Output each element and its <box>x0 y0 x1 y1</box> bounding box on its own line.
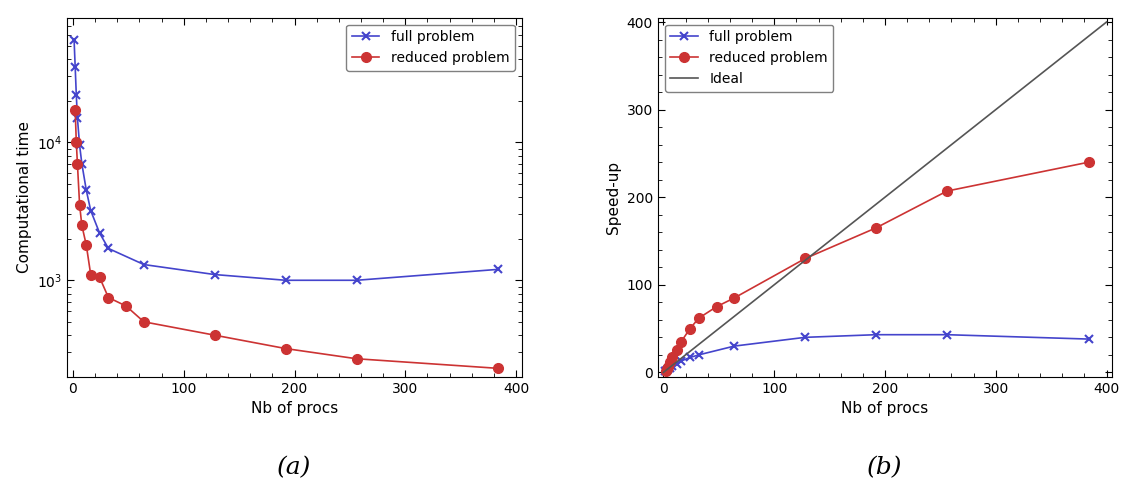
full problem <box>80 187 93 193</box>
reduced problem <box>709 304 723 310</box>
full problem <box>658 368 672 373</box>
reduced problem <box>93 274 107 280</box>
full problem <box>940 332 954 338</box>
Legend: full problem, reduced problem: full problem, reduced problem <box>346 25 515 71</box>
reduced problem <box>80 242 93 248</box>
full problem <box>138 262 151 268</box>
reduced problem <box>658 368 672 373</box>
full problem <box>657 369 671 374</box>
full problem <box>659 367 673 372</box>
full problem <box>683 355 697 360</box>
full problem <box>93 230 107 236</box>
Line: full problem: full problem <box>661 330 1093 376</box>
Line: reduced problem: reduced problem <box>661 157 1094 375</box>
reduced problem <box>683 326 697 331</box>
full problem <box>68 64 82 70</box>
reduced problem <box>728 295 741 301</box>
full problem <box>674 358 688 364</box>
reduced problem <box>208 332 222 338</box>
Line: full problem: full problem <box>69 36 503 284</box>
Y-axis label: Speed-up: Speed-up <box>606 161 621 234</box>
full problem <box>692 352 706 358</box>
reduced problem <box>870 225 883 231</box>
reduced problem <box>670 348 683 354</box>
reduced problem <box>661 364 674 370</box>
reduced problem <box>84 271 98 277</box>
Text: (a): (a) <box>277 456 312 479</box>
full problem <box>350 277 364 283</box>
reduced problem <box>659 366 673 372</box>
reduced problem <box>138 319 151 325</box>
full problem <box>663 365 677 371</box>
full problem <box>75 161 89 167</box>
full problem <box>279 277 292 283</box>
reduced problem <box>68 108 82 114</box>
full problem <box>728 343 741 349</box>
full problem <box>670 361 683 367</box>
reduced problem <box>663 359 677 365</box>
reduced problem <box>279 346 292 352</box>
full problem <box>1082 336 1096 342</box>
full problem <box>84 208 98 213</box>
full problem <box>870 332 883 338</box>
X-axis label: Nb of procs: Nb of procs <box>251 401 338 416</box>
X-axis label: Nb of procs: Nb of procs <box>841 401 929 416</box>
reduced problem <box>69 140 83 145</box>
reduced problem <box>940 188 954 194</box>
reduced problem <box>350 356 364 362</box>
Y-axis label: Computational time: Computational time <box>17 121 32 273</box>
full problem <box>798 334 812 340</box>
reduced problem <box>692 315 706 321</box>
full problem <box>67 37 81 43</box>
full problem <box>69 92 83 98</box>
full problem <box>73 142 86 148</box>
Line: reduced problem: reduced problem <box>70 106 504 373</box>
reduced problem <box>674 339 688 344</box>
reduced problem <box>798 256 812 261</box>
reduced problem <box>75 223 89 228</box>
Legend: full problem, reduced problem, Ideal: full problem, reduced problem, Ideal <box>665 25 833 92</box>
reduced problem <box>491 366 505 371</box>
reduced problem <box>70 161 84 167</box>
full problem <box>208 271 222 277</box>
reduced problem <box>665 354 679 359</box>
reduced problem <box>1082 159 1096 165</box>
reduced problem <box>119 303 133 309</box>
full problem <box>491 267 505 272</box>
full problem <box>665 363 679 369</box>
full problem <box>101 245 115 251</box>
reduced problem <box>73 202 86 208</box>
full problem <box>661 366 674 372</box>
full problem <box>70 115 84 121</box>
reduced problem <box>101 295 115 300</box>
Text: (b): (b) <box>868 456 903 479</box>
